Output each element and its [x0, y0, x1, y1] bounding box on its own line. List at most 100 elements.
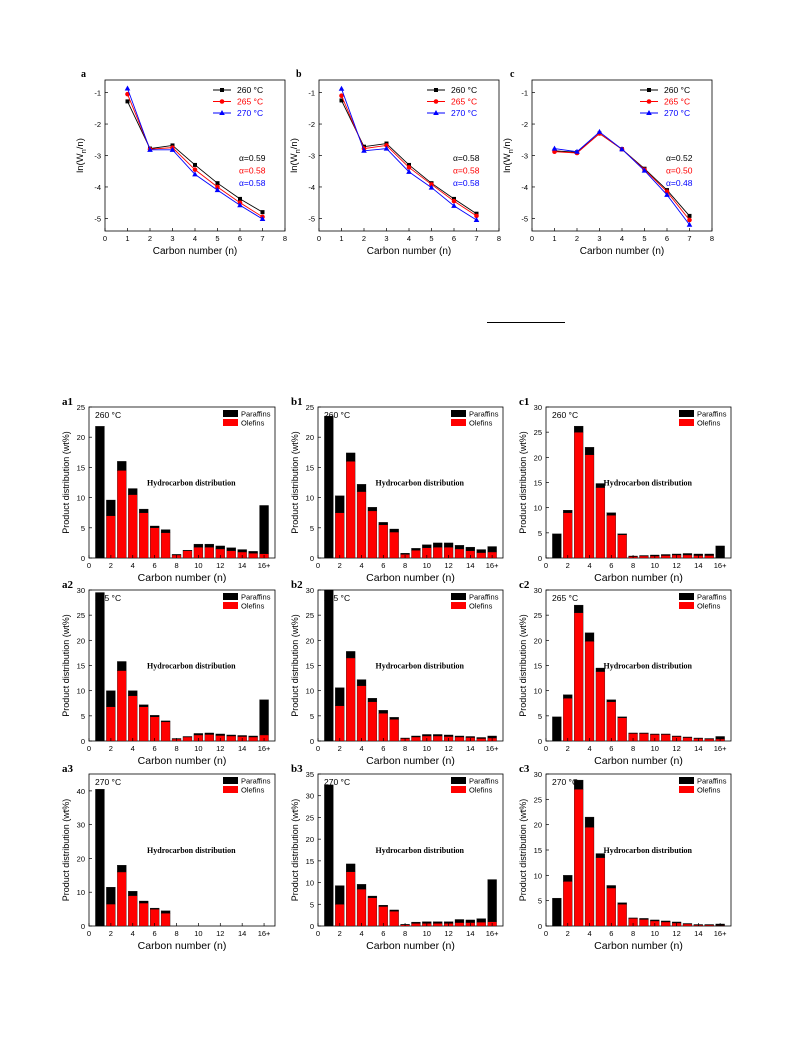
legend-label: Paraffins [697, 777, 727, 786]
bar-olefins [356, 685, 367, 742]
bar-paraffins [704, 738, 714, 740]
bar-olefins [639, 555, 649, 559]
x-tick-label: 12 [672, 561, 680, 570]
bar-paraffins [454, 545, 465, 550]
bar-paraffins [552, 897, 562, 927]
bar-olefins [411, 549, 421, 559]
data-point [338, 85, 345, 91]
y-axis-label: ln(Wn/n) [289, 138, 302, 173]
bar-paraffins [150, 907, 160, 910]
x-tick-label: 2 [338, 561, 342, 570]
bar-paraffins [215, 733, 225, 736]
x-tick-label: 8 [497, 234, 501, 243]
bar-paraffins [367, 507, 378, 512]
bar-paraffins [95, 592, 105, 742]
y-tick-label: 25 [534, 611, 542, 620]
bar-paraffins [639, 555, 649, 557]
bar-olefins [389, 911, 399, 927]
bar-paraffins [552, 716, 562, 742]
temperature-label: 270 °C [552, 777, 578, 787]
legend-swatch [223, 602, 238, 609]
bar-paraffins [433, 542, 443, 548]
bar-paraffins [704, 553, 714, 556]
bar-olefins [704, 924, 714, 927]
chart-panel-b: 0 1 2 3 4 5 6 7 8 -1 -2 -3 -4 -5 Carbon number (n) ln(W… [289, 69, 501, 257]
y-tick-label: 25 [534, 795, 542, 804]
bar-paraffins [411, 921, 421, 924]
series-1 [552, 131, 692, 223]
y-tick-label: -5 [521, 214, 528, 223]
y-tick-label: 20 [306, 636, 314, 645]
bar-paraffins [606, 512, 616, 516]
alpha-label: α=0.59 [239, 153, 266, 163]
y-axis-label: ln(Wn/n) [75, 138, 88, 173]
x-tick-label: 10 [423, 929, 431, 938]
bar-paraffins [584, 816, 595, 828]
x-tick-label: 14 [466, 744, 474, 753]
bar-olefins [117, 670, 127, 742]
bar-paraffins [160, 910, 171, 914]
x-tick-label: 6 [381, 744, 385, 753]
bar-olefins [356, 491, 367, 559]
y-tick-label: -4 [521, 183, 528, 192]
y-tick-label: 15 [77, 463, 85, 472]
legend-label: Paraffins [469, 777, 499, 786]
bar-paraffins [476, 549, 486, 553]
data-point [473, 216, 480, 222]
x-tick-label: 2 [109, 744, 113, 753]
x-tick-label: 10 [194, 561, 202, 570]
y-tick-label: 25 [534, 428, 542, 437]
x-tick-label: 0 [87, 744, 91, 753]
x-tick-label: 4 [131, 561, 135, 570]
x-tick-label: 14 [238, 561, 246, 570]
x-tick-label: 4 [587, 929, 591, 938]
bar-olefins [411, 923, 421, 927]
bar-paraffins [671, 553, 682, 556]
bar-olefins [346, 657, 356, 742]
bar-paraffins [389, 528, 399, 533]
chart-panel-c2: 2 4 6 8 10 12 14 16+ 00 5 10 15 20 25 30 Carbon number … [518, 579, 732, 767]
y-tick-label: -4 [308, 183, 315, 192]
bar-olefins [248, 553, 258, 559]
bar-olefins [476, 921, 486, 927]
data-point [215, 184, 220, 190]
x-tick-label: 8 [631, 744, 635, 753]
data-point [237, 202, 243, 208]
x-tick-label: 16+ [486, 929, 499, 938]
y-tick-label: 20 [534, 636, 542, 645]
data-point [407, 162, 411, 167]
legend-swatch [451, 410, 466, 417]
y-axis-label: Product distribution (wt%) [61, 431, 71, 534]
x-tick-label: 10 [423, 561, 431, 570]
bar-paraffins [563, 694, 573, 699]
y-axis-label: Product distribution (wt%) [61, 799, 71, 902]
legend-swatch [451, 419, 466, 426]
alpha-label: α=0.48 [666, 178, 693, 188]
data-point [551, 145, 558, 151]
y-tick-label: 30 [77, 821, 85, 830]
legend-label: 270 °C [237, 108, 263, 118]
legend-label: Paraffins [241, 410, 271, 419]
bar-paraffins [324, 589, 334, 742]
bar-paraffins [595, 667, 606, 672]
x-tick-label: 8 [710, 234, 714, 243]
x-axis-label: Carbon number (n) [366, 572, 455, 584]
y-tick-label: 5 [538, 712, 542, 721]
bar-paraffins [606, 885, 616, 889]
chart-panel-b3: 2 4 6 8 10 12 14 16+ 00 5 10 15 20 25 30 35 Carbon numbe… [290, 763, 504, 952]
bar-olefins [476, 552, 486, 559]
temperature-label: 265 °C [552, 593, 578, 603]
y-tick-label: 5 [81, 712, 85, 721]
data-point [169, 146, 176, 152]
bar-olefins [128, 494, 138, 559]
bar-paraffins [661, 554, 671, 556]
bar-olefins [574, 612, 584, 742]
bar-olefins [433, 735, 443, 742]
bar-olefins [226, 550, 236, 559]
x-tick-label: 2 [109, 929, 113, 938]
data-point [406, 168, 412, 174]
bar-paraffins [335, 885, 345, 905]
x-tick-label: 0 [316, 561, 320, 570]
bar-paraffins [487, 546, 497, 553]
